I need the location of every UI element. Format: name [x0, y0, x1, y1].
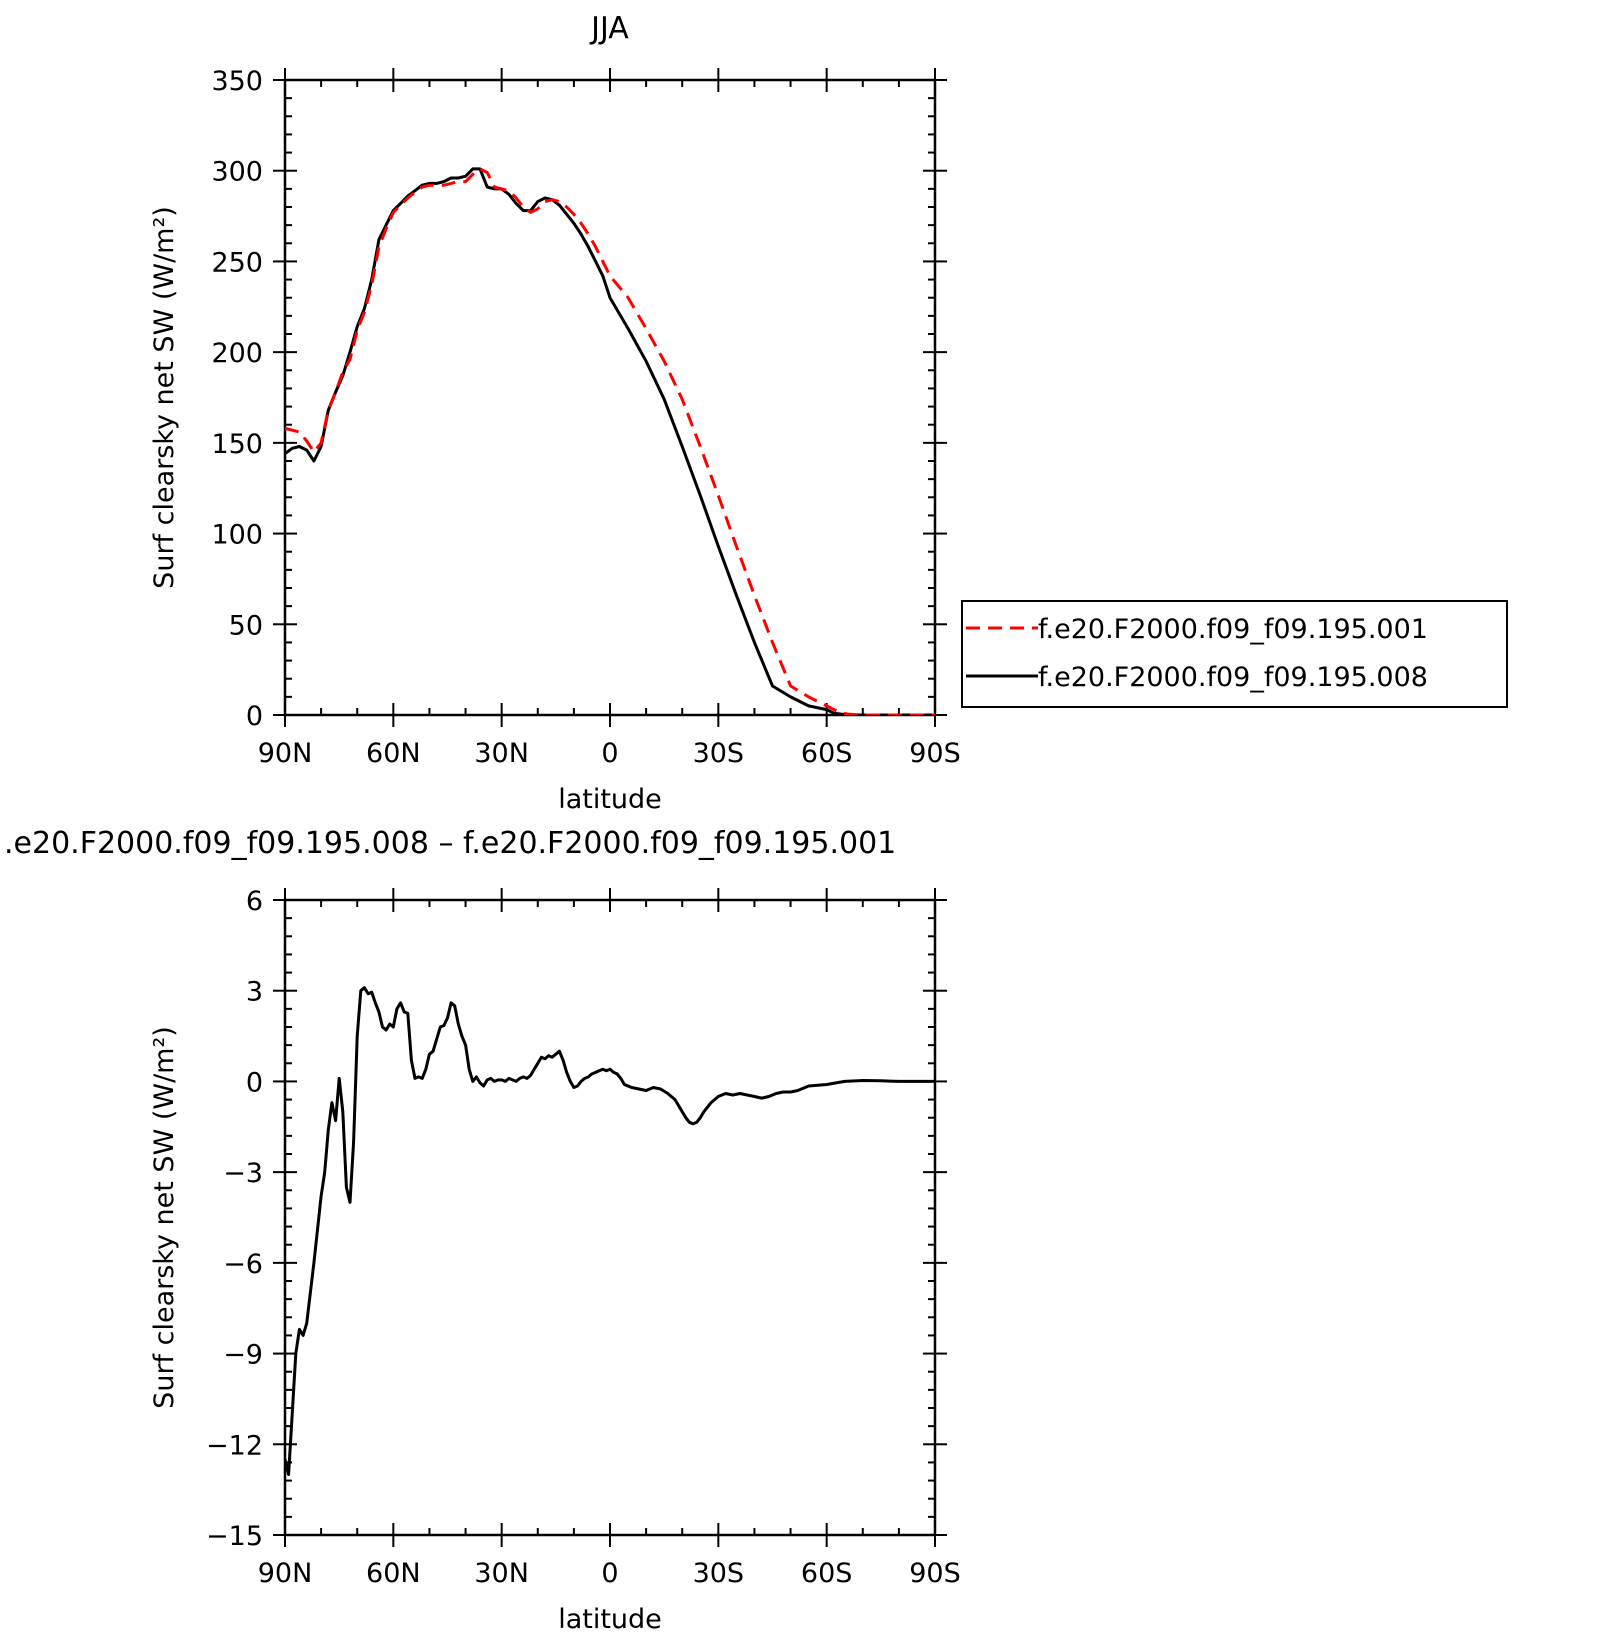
x-tick-label: 30S	[693, 738, 745, 769]
x-axis-label: latitude	[558, 784, 662, 815]
x-tick-label: 60S	[801, 738, 853, 769]
y-tick-label: −6	[223, 1249, 263, 1280]
y-tick-label: 300	[211, 157, 263, 188]
y-tick-label: 3	[246, 977, 263, 1008]
x-tick-label: 0	[601, 738, 618, 769]
series-line-1	[285, 986, 935, 1476]
y-tick-label: 0	[246, 701, 263, 732]
chart-2: .e20.F2000.f09_f09.195.008 – f.e20.F2000…	[4, 826, 961, 1635]
legend-label: f.e20.F2000.f09_f09.195.001	[1038, 614, 1428, 645]
x-axis-label: latitude	[558, 1604, 662, 1635]
chart-title: JJA	[589, 11, 629, 46]
x-tick-label: 30N	[474, 738, 529, 769]
y-tick-label: −12	[206, 1430, 263, 1461]
plot-frame	[283, 78, 937, 717]
series-line-1	[285, 167, 935, 715]
y-tick-label: 100	[211, 520, 263, 551]
x-tick-label: 30N	[474, 1558, 529, 1589]
y-tick-label: −3	[223, 1158, 263, 1189]
series-line-2	[285, 167, 935, 715]
plot-frame	[283, 898, 937, 1537]
x-tick-label: 60S	[801, 1558, 853, 1589]
x-tick-label: 90N	[258, 1558, 313, 1589]
y-axis-label: Surf clearsky net SW (W/m²)	[149, 1026, 180, 1409]
x-tick-label: 30S	[693, 1558, 745, 1589]
x-tick-label: 90S	[909, 1558, 961, 1589]
legend: f.e20.F2000.f09_f09.195.001 f.e20.F2000.f…	[961, 600, 1508, 708]
legend-label: f.e20.F2000.f09_f09.195.008	[1038, 662, 1428, 693]
y-tick-label: 6	[246, 886, 263, 917]
y-tick-label: 250	[211, 247, 263, 278]
x-tick-label: 60N	[366, 738, 421, 769]
x-tick-label: 0	[601, 1558, 618, 1589]
y-tick-label: 50	[229, 610, 263, 641]
legend-box	[961, 600, 1508, 708]
y-tick-label: 150	[211, 429, 263, 460]
y-tick-label: 350	[211, 66, 263, 97]
y-axis-label: Surf clearsky net SW (W/m²)	[149, 206, 180, 589]
y-tick-label: 0	[246, 1067, 263, 1098]
y-tick-label: −9	[223, 1340, 263, 1371]
y-tick-label: −15	[206, 1521, 263, 1552]
chart-1: JJA 90N 60N 30N 0 30S 60S 90S 0 50 100 150 200 250 300…	[149, 11, 1508, 815]
x-tick-label: 90S	[909, 738, 961, 769]
x-tick-label: 90N	[258, 738, 313, 769]
x-tick-label: 60N	[366, 1558, 421, 1589]
y-tick-label: 200	[211, 338, 263, 369]
chart-title: .e20.F2000.f09_f09.195.008 – f.e20.F2000…	[4, 826, 896, 861]
